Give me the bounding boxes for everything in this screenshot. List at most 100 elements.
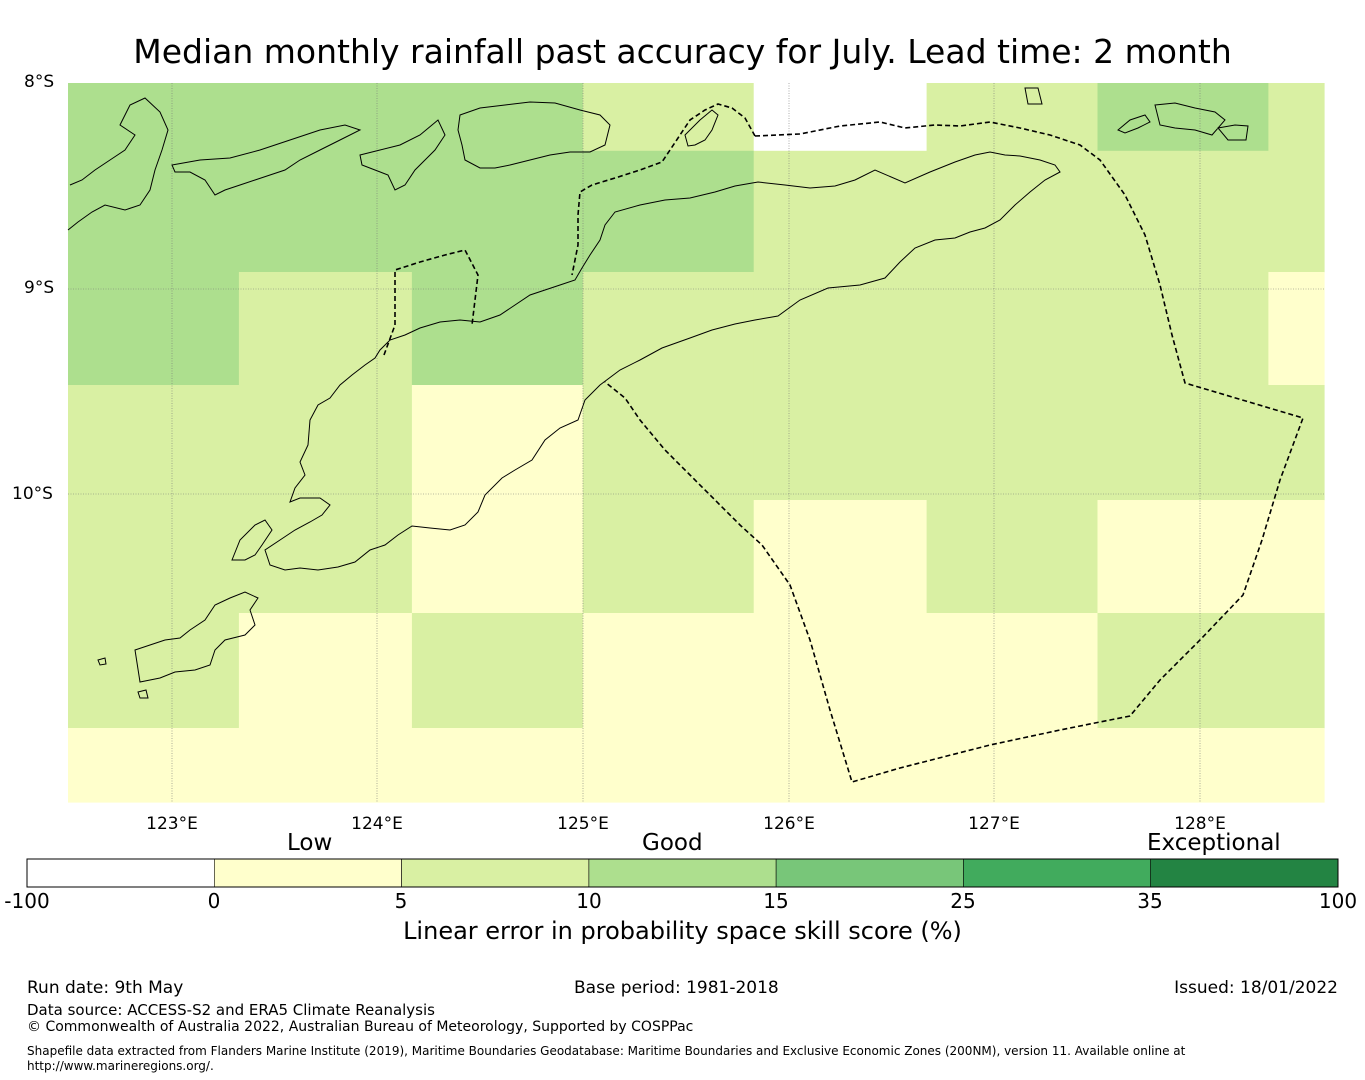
grid-cell xyxy=(411,83,584,152)
grid-cell xyxy=(1268,150,1325,273)
colorbar-segment xyxy=(588,858,777,888)
lat-label-8s: 8°S xyxy=(24,72,55,92)
lon-label-125e: 125°E xyxy=(557,814,609,834)
grid-cell xyxy=(753,728,928,803)
shapefile-credit-line-1: Shapefile data extracted from Flanders M… xyxy=(27,1044,1186,1058)
graticule xyxy=(68,83,1324,802)
shapefile-credit-line-2: http://www.marineregions.org/. xyxy=(27,1059,214,1073)
grid-cell xyxy=(926,83,1099,152)
grid-cell xyxy=(1097,500,1269,614)
skill-grid xyxy=(68,83,1325,803)
grid-cell xyxy=(1097,83,1269,152)
timor-island xyxy=(264,151,1061,571)
grid-cell xyxy=(411,728,584,803)
grid-cell xyxy=(238,83,413,152)
colorbar-segment xyxy=(775,858,964,888)
sumba-rote-islands xyxy=(97,519,273,699)
coastlines xyxy=(67,87,1249,699)
grid-cell xyxy=(238,150,413,273)
grid-cell xyxy=(238,728,413,803)
grid-cell xyxy=(582,272,755,386)
colorbar-tick: 0 xyxy=(207,889,221,913)
grid-cell xyxy=(411,613,584,729)
colorbar-segment xyxy=(963,858,1152,888)
grid-cell xyxy=(1268,613,1325,729)
lon-label-128e: 128°E xyxy=(1174,814,1226,834)
grid-cell xyxy=(1268,728,1325,803)
grid-cell xyxy=(1268,500,1325,614)
grid-cell xyxy=(582,385,755,501)
grid-cell xyxy=(1097,728,1269,803)
grid-cell xyxy=(411,272,584,386)
grid-cell xyxy=(238,385,413,501)
colorbar-tick: 15 xyxy=(763,889,789,913)
lat-label-10s: 10°S xyxy=(12,484,53,504)
grid-cell xyxy=(753,83,928,152)
grid-cell xyxy=(753,385,928,501)
lon-label-126e: 126°E xyxy=(763,814,815,834)
colorbar-tick: 25 xyxy=(950,889,976,913)
grid-cell xyxy=(411,500,584,614)
grid-cell xyxy=(582,83,755,152)
maritime-boundaries xyxy=(383,103,1305,783)
grid-cell xyxy=(582,500,755,614)
grid-cell xyxy=(68,500,240,614)
grid-cell xyxy=(582,728,755,803)
grid-cell xyxy=(238,613,413,729)
alor-pantar xyxy=(359,119,446,191)
grid-cell xyxy=(926,150,1099,273)
grid-cell xyxy=(926,500,1099,614)
wetar-island xyxy=(457,101,611,169)
grid-cell xyxy=(68,728,240,803)
flores-island xyxy=(67,97,169,231)
grid-cell xyxy=(1268,272,1325,386)
grid-cell xyxy=(238,272,413,386)
atauro-island xyxy=(684,109,719,147)
run-date: Run date: 9th May xyxy=(27,978,184,998)
grid-cell xyxy=(1097,272,1269,386)
lat-label-9s: 9°S xyxy=(24,278,55,298)
grid-cell xyxy=(238,500,413,614)
legend-category-low: Low xyxy=(287,830,333,856)
grid-cell xyxy=(411,150,584,273)
colorbar-segment xyxy=(214,858,402,888)
grid-cell xyxy=(753,613,928,729)
colorbar-tick: 10 xyxy=(576,889,602,913)
base-period: Base period: 1981-2018 xyxy=(574,978,779,998)
colorbar-label: Linear error in probability space skill … xyxy=(403,917,962,945)
colorbar-tick: 100 xyxy=(1318,889,1358,913)
grid-cell xyxy=(753,150,928,273)
grid-cell xyxy=(68,385,240,501)
lon-label-127e: 127°E xyxy=(968,814,1020,834)
grid-cell xyxy=(68,272,240,386)
grid-cell xyxy=(582,150,755,273)
grid-cell xyxy=(926,272,1099,386)
grid-cell xyxy=(753,500,928,614)
lon-label-123e: 123°E xyxy=(146,814,198,834)
grid-cell xyxy=(1268,385,1325,501)
colorbar-segment xyxy=(401,858,590,888)
grid-cell xyxy=(68,83,240,152)
grid-cell xyxy=(753,272,928,386)
grid-cell xyxy=(1097,385,1269,501)
lon-label-124e: 124°E xyxy=(351,814,403,834)
colorbar-segment xyxy=(26,858,215,888)
grid-cell xyxy=(411,385,584,501)
grid-cell xyxy=(926,385,1099,501)
colorbar-segment xyxy=(1150,858,1339,888)
data-source: Data source: ACCESS-S2 and ERA5 Climate … xyxy=(27,1001,435,1019)
grid-cell xyxy=(1097,613,1269,729)
grid-cell xyxy=(1268,83,1325,152)
grid-cell xyxy=(68,613,240,729)
grid-cell xyxy=(582,613,755,729)
issued-date: Issued: 18/01/2022 xyxy=(1174,978,1338,998)
flores-north-coast xyxy=(171,124,362,196)
copyright: © Commonwealth of Australia 2022, Austra… xyxy=(27,1019,694,1035)
babar-islands xyxy=(1117,102,1249,141)
legend-category-exceptional: Exceptional xyxy=(1147,830,1281,856)
grid-cell xyxy=(926,613,1099,729)
grid-cell xyxy=(68,150,240,273)
map-area xyxy=(67,83,1325,803)
colorbar-tick: 5 xyxy=(394,889,408,913)
grid-cell xyxy=(1097,150,1269,273)
